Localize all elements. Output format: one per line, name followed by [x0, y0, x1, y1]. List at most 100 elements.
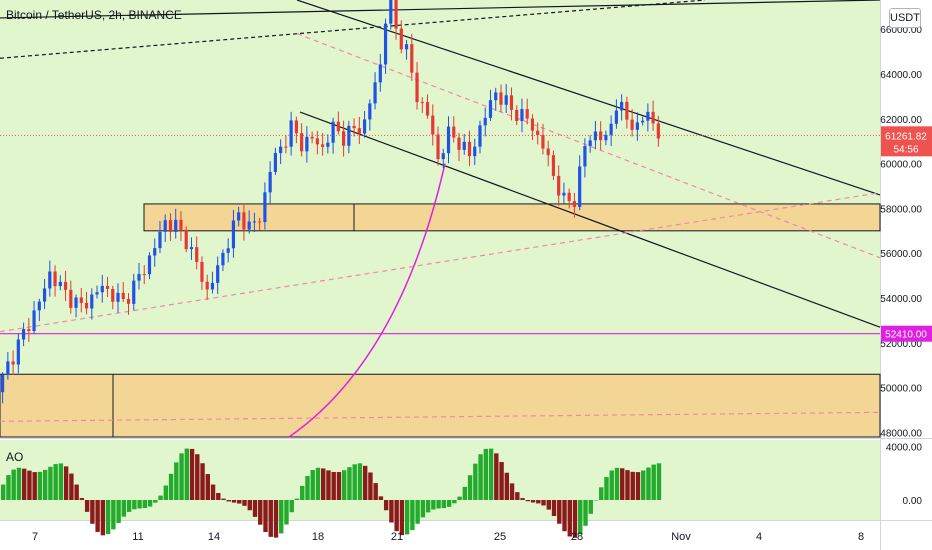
ao-bar	[252, 500, 258, 517]
ao-bar	[111, 500, 116, 530]
candle-body	[347, 125, 351, 146]
ao-bar	[425, 500, 431, 513]
candle-body	[452, 126, 456, 138]
ao-bar	[179, 453, 184, 500]
ao-bar	[583, 500, 588, 526]
price-tick-label: 66000.00	[880, 25, 922, 36]
price-tick-label: 50000.00	[880, 384, 922, 395]
candle-body	[289, 120, 293, 147]
candle-body	[520, 109, 524, 121]
candle-body	[431, 115, 435, 135]
ao-bar	[599, 487, 604, 500]
price-tick-label: 48000.00	[880, 429, 922, 440]
candle-body	[467, 141, 472, 157]
ao-bar	[132, 500, 137, 510]
candle-body	[499, 92, 503, 105]
ao-bar	[389, 500, 394, 523]
candle-body	[436, 134, 440, 160]
ao-bar	[231, 500, 237, 503]
candle-body	[336, 121, 340, 132]
candle-body	[42, 288, 47, 302]
candle-body	[494, 92, 498, 101]
support-zone	[0, 373, 881, 438]
ao-bar	[399, 500, 405, 536]
ao-bar	[263, 500, 268, 533]
candle-body	[362, 119, 367, 134]
candle-body	[383, 23, 388, 65]
candle-body	[247, 221, 251, 230]
ao-bar	[326, 470, 331, 500]
last-price-badge	[881, 126, 932, 157]
ao-bar	[95, 500, 100, 532]
candle-body	[242, 212, 246, 230]
candle-body	[609, 123, 613, 135]
candle-body	[37, 301, 41, 311]
ao-bar	[32, 472, 37, 500]
candle-body	[174, 219, 178, 232]
last-price-value: 61261.82	[885, 131, 927, 142]
ao-bar	[609, 470, 614, 500]
candle-body	[541, 135, 545, 149]
candle-body	[69, 289, 73, 308]
candle-body	[268, 171, 272, 193]
ao-bar	[362, 465, 368, 500]
candle-body	[536, 130, 540, 136]
ao-bar	[567, 500, 572, 537]
price-tick-label: 56000.00	[880, 249, 922, 260]
candle-body	[341, 131, 346, 146]
ao-bar	[593, 500, 599, 501]
candle-body	[326, 142, 330, 147]
ao-bar	[452, 500, 457, 504]
price-tick-label: 64000.00	[880, 70, 922, 81]
candle-body	[284, 146, 288, 148]
candle-body	[21, 329, 26, 340]
ao-bar	[436, 500, 441, 509]
ao-bar	[383, 500, 389, 511]
candle-body	[210, 282, 215, 290]
ao-bar	[620, 468, 625, 500]
candle-body	[132, 280, 136, 304]
ao-tick-label: 4000.00	[886, 443, 923, 454]
candle-body	[153, 248, 157, 256]
candle-body	[530, 118, 535, 131]
candle-body	[79, 297, 83, 303]
ao-bar	[478, 454, 483, 500]
ao-bar	[279, 500, 284, 534]
ao-bar	[630, 471, 635, 500]
candle-body	[588, 140, 592, 147]
ao-bar	[546, 500, 551, 510]
ao-bar	[294, 498, 300, 500]
candle-body	[546, 148, 550, 156]
level-badge	[881, 325, 932, 342]
candle-body	[462, 141, 466, 150]
ao-bar	[137, 500, 142, 509]
candle-body	[142, 274, 146, 276]
ao-bar	[189, 448, 195, 500]
ao-bar	[352, 464, 357, 500]
ao-bar	[321, 468, 326, 500]
ao-bar	[588, 500, 593, 514]
ao-bar	[258, 500, 263, 525]
ao-bar	[462, 486, 468, 500]
ao-bar	[242, 500, 247, 506]
trend-lines	[0, 0, 881, 438]
ao-bar	[205, 474, 210, 500]
candle-body	[294, 120, 298, 134]
support-zones	[0, 203, 881, 438]
ao-bar	[378, 496, 384, 500]
candle-body	[352, 125, 356, 129]
candle-body	[27, 329, 31, 331]
candle-body	[74, 297, 78, 308]
bar-countdown: 54:56	[893, 144, 918, 155]
ao-bar	[195, 454, 200, 500]
price-tick-label: 52000.00	[880, 339, 922, 350]
ao-bar	[142, 500, 148, 509]
candle-body	[263, 192, 267, 223]
ao-bar	[27, 470, 32, 500]
ao-bar	[74, 484, 79, 500]
ao-bar	[336, 472, 342, 500]
candle-body	[646, 111, 650, 121]
currency-button[interactable]: USDT	[889, 8, 921, 28]
candlestick-series	[1, 0, 660, 404]
candle-body	[614, 110, 618, 124]
